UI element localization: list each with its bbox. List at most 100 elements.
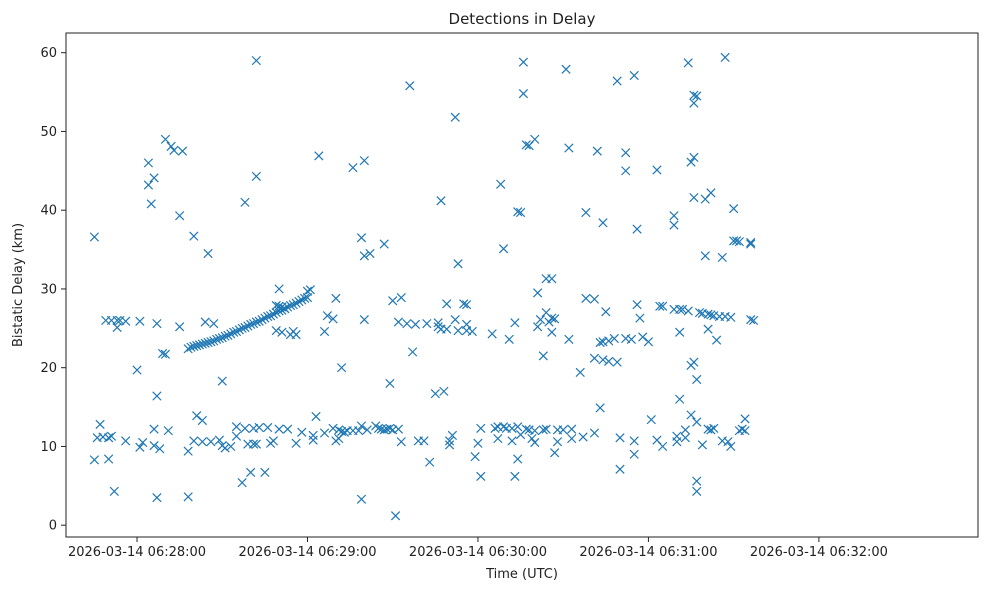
data-point (186, 342, 196, 352)
data-point (552, 437, 563, 447)
data-point (487, 329, 497, 339)
data-point (285, 300, 296, 311)
data-point (251, 317, 261, 327)
data-point (632, 300, 642, 310)
data-point (589, 353, 600, 363)
data-point (183, 446, 193, 456)
data-point (680, 425, 690, 435)
data-point (748, 315, 759, 326)
data-point (473, 438, 483, 448)
y-tick-label: 40 (40, 204, 57, 219)
data-point (450, 112, 460, 122)
data-point (672, 431, 682, 441)
data-point (626, 334, 637, 344)
data-point (686, 410, 696, 420)
data-point (246, 319, 256, 329)
data-point (581, 293, 591, 304)
data-point (527, 433, 537, 444)
data-point (237, 323, 247, 333)
data-point (709, 423, 719, 433)
data-point (658, 441, 668, 452)
data-point (229, 327, 239, 337)
data-point (498, 244, 509, 254)
data-point (175, 211, 185, 221)
data-point (694, 307, 705, 318)
data-point (689, 192, 699, 203)
data-point (143, 180, 154, 190)
data-point (265, 311, 276, 321)
data-point (498, 422, 509, 432)
data-point (737, 424, 747, 434)
data-point (521, 424, 531, 434)
data-point (711, 335, 722, 345)
data-point (231, 422, 242, 432)
data-point (192, 411, 202, 421)
data-point (138, 437, 148, 448)
data-point (521, 140, 531, 150)
data-point (334, 425, 344, 435)
data-point (251, 55, 261, 66)
y-tick-label: 20 (40, 361, 57, 376)
data-point (598, 218, 608, 228)
data-point (461, 300, 472, 310)
data-point (706, 310, 716, 320)
data-point (592, 146, 602, 156)
data-point (163, 426, 173, 436)
data-point (476, 471, 486, 481)
data-point (203, 337, 213, 348)
data-point (103, 433, 114, 443)
data-point (214, 333, 225, 344)
data-point (476, 423, 486, 433)
data-point (419, 436, 429, 446)
data-point (385, 378, 395, 389)
data-point (513, 207, 523, 217)
data-point (240, 197, 250, 207)
data-point (362, 425, 372, 435)
data-point (507, 436, 517, 446)
data-point (558, 425, 568, 435)
x-tick-label: 2026-03-14 06:28:00 (68, 545, 206, 560)
data-point (263, 311, 273, 322)
data-point (510, 471, 520, 481)
data-point (595, 337, 605, 348)
data-point (564, 143, 574, 153)
data-point (493, 433, 503, 444)
data-point (518, 89, 529, 99)
data-point (206, 437, 216, 447)
data-point (621, 166, 631, 176)
data-point (496, 179, 506, 189)
data-point (646, 415, 656, 425)
data-point (734, 237, 744, 247)
data-point (442, 324, 452, 334)
data-point (288, 300, 298, 310)
data-point (297, 427, 307, 437)
data-point (197, 415, 207, 426)
data-point (155, 444, 165, 454)
data-point (209, 336, 219, 346)
data-point (175, 322, 185, 332)
data-point (470, 452, 480, 462)
data-point (564, 334, 574, 344)
data-point (311, 411, 321, 422)
data-point (254, 316, 264, 326)
data-point (547, 274, 557, 284)
data-point (697, 440, 708, 450)
data-point (589, 428, 600, 438)
data-point (260, 313, 270, 323)
data-point (467, 326, 477, 337)
data-point (246, 467, 256, 478)
data-point (385, 423, 395, 433)
data-point (291, 298, 301, 308)
y-axis: 0 10 20 30 40 50 60 (40, 46, 66, 534)
data-point (550, 448, 560, 458)
data-point (200, 317, 210, 327)
plot-area (66, 33, 978, 537)
data-point (453, 259, 463, 269)
data-point (197, 437, 207, 447)
data-point (402, 318, 412, 329)
data-point (689, 357, 699, 367)
y-tick-label: 60 (40, 46, 57, 61)
data-point (248, 439, 259, 449)
data-point (214, 435, 225, 445)
data-point (300, 293, 310, 304)
